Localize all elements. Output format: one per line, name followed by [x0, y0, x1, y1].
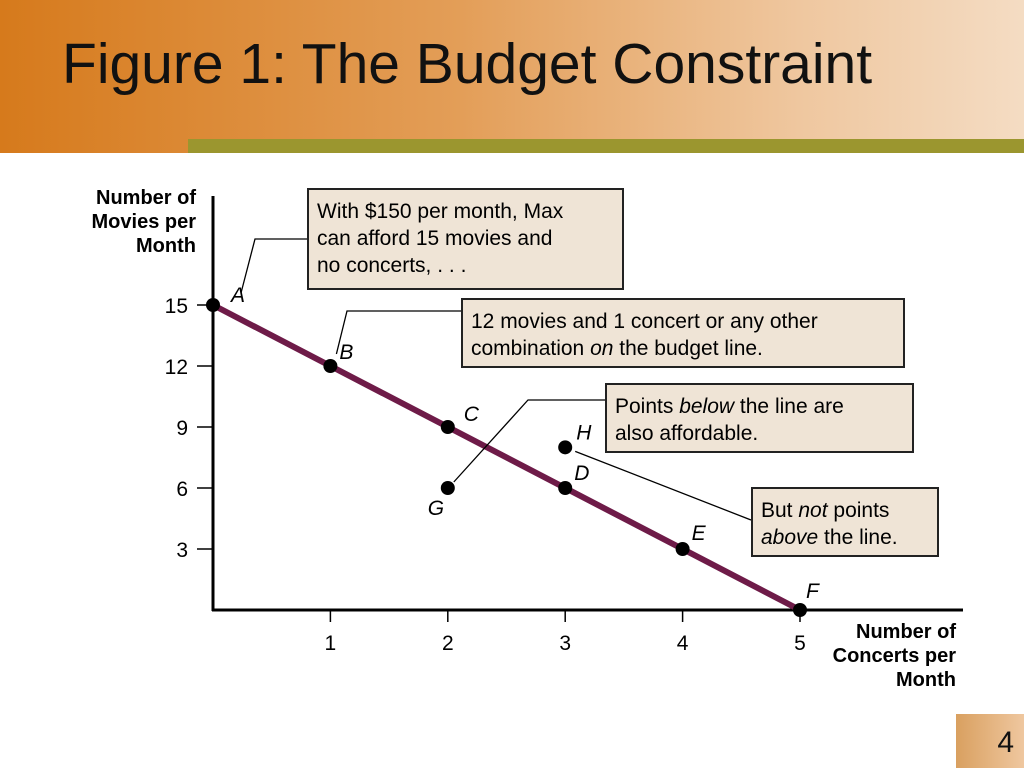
- header-accent-stripe: [188, 139, 1024, 153]
- point-label-B: B: [339, 341, 353, 364]
- x-axis-title: Number of Concerts per Month: [790, 620, 956, 692]
- y-tick-label-9: 9: [176, 417, 188, 440]
- x-tick-label-5: 5: [794, 632, 806, 655]
- x-tick-label-2: 2: [442, 632, 454, 655]
- point-F: [793, 603, 807, 617]
- point-B: [323, 359, 338, 373]
- callout-afford-movies: With $150 per month, Max can afford 15 m…: [307, 188, 624, 290]
- point-label-H: H: [576, 421, 592, 444]
- x-axis-title-text: Number of Concerts per Month: [832, 621, 956, 691]
- callout-3-text-a: Points: [615, 395, 680, 418]
- point-E: [675, 542, 690, 556]
- budget-line: [210, 302, 803, 613]
- callout-2-text-b: the budget line.: [613, 337, 763, 360]
- x-tick-label-3: 3: [559, 632, 571, 655]
- callout-1-line-1: With $150 per month, Max: [317, 200, 564, 223]
- point-label-D: D: [574, 462, 589, 485]
- y-axis-title: Number of Movies per Month: [40, 186, 196, 258]
- page-number: 4: [997, 726, 1014, 759]
- leader-line-G: [453, 399, 605, 483]
- callout-2-line-1: 12 movies and 1 concert or any other: [471, 310, 818, 333]
- point-label-G: G: [428, 497, 444, 520]
- callout-4-emphasis-2: above: [761, 526, 819, 549]
- point-G: [440, 481, 455, 495]
- point-A: [206, 298, 220, 312]
- point-label-A: A: [229, 284, 245, 307]
- callout-on-budget-line: 12 movies and 1 concert or any other com…: [461, 298, 905, 368]
- point-C: [440, 420, 455, 434]
- page-number-box: 4: [956, 714, 1024, 768]
- slide-title: Figure 1: The Budget Constraint: [62, 32, 873, 96]
- point-label-C: C: [464, 403, 480, 426]
- callout-2-emphasis: on: [590, 337, 614, 360]
- callout-1-line-2: can afford 15 movies and: [317, 227, 553, 250]
- slide-header: [0, 0, 1024, 153]
- x-tick-label-4: 4: [677, 632, 689, 655]
- point-D: [558, 481, 573, 495]
- leader-line-H: [574, 450, 752, 521]
- y-axis-title-text: Number of Movies per Month: [91, 187, 196, 257]
- callout-3-text-b: the line are: [734, 395, 844, 418]
- y-tick-label-12: 12: [165, 356, 188, 379]
- callout-3-line-2: also affordable.: [615, 422, 759, 445]
- callout-3-emphasis: below: [679, 395, 735, 418]
- callout-4-text-a: But: [761, 499, 799, 522]
- y-tick-label-6: 6: [176, 478, 188, 501]
- callout-below-line: Points below the line are also affordabl…: [605, 383, 914, 453]
- callout-1-line-3: no concerts, . . .: [317, 254, 467, 277]
- callout-2-text-a: combination: [471, 337, 591, 360]
- leader-line-B: [335, 310, 461, 355]
- callout-4-text-b: points: [827, 499, 890, 522]
- point-label-F: F: [806, 580, 820, 603]
- x-tick-label-1: 1: [325, 632, 337, 655]
- point-label-E: E: [692, 522, 707, 545]
- callout-4-text-c: the line.: [818, 526, 898, 549]
- point-H: [558, 440, 573, 455]
- y-tick-label-15: 15: [165, 295, 188, 318]
- callout-4-emphasis-1: not: [798, 499, 828, 522]
- leader-line-A: [240, 238, 307, 294]
- y-tick-label-3: 3: [176, 539, 188, 562]
- callout-not-above-line: But not points above the line.: [751, 487, 939, 557]
